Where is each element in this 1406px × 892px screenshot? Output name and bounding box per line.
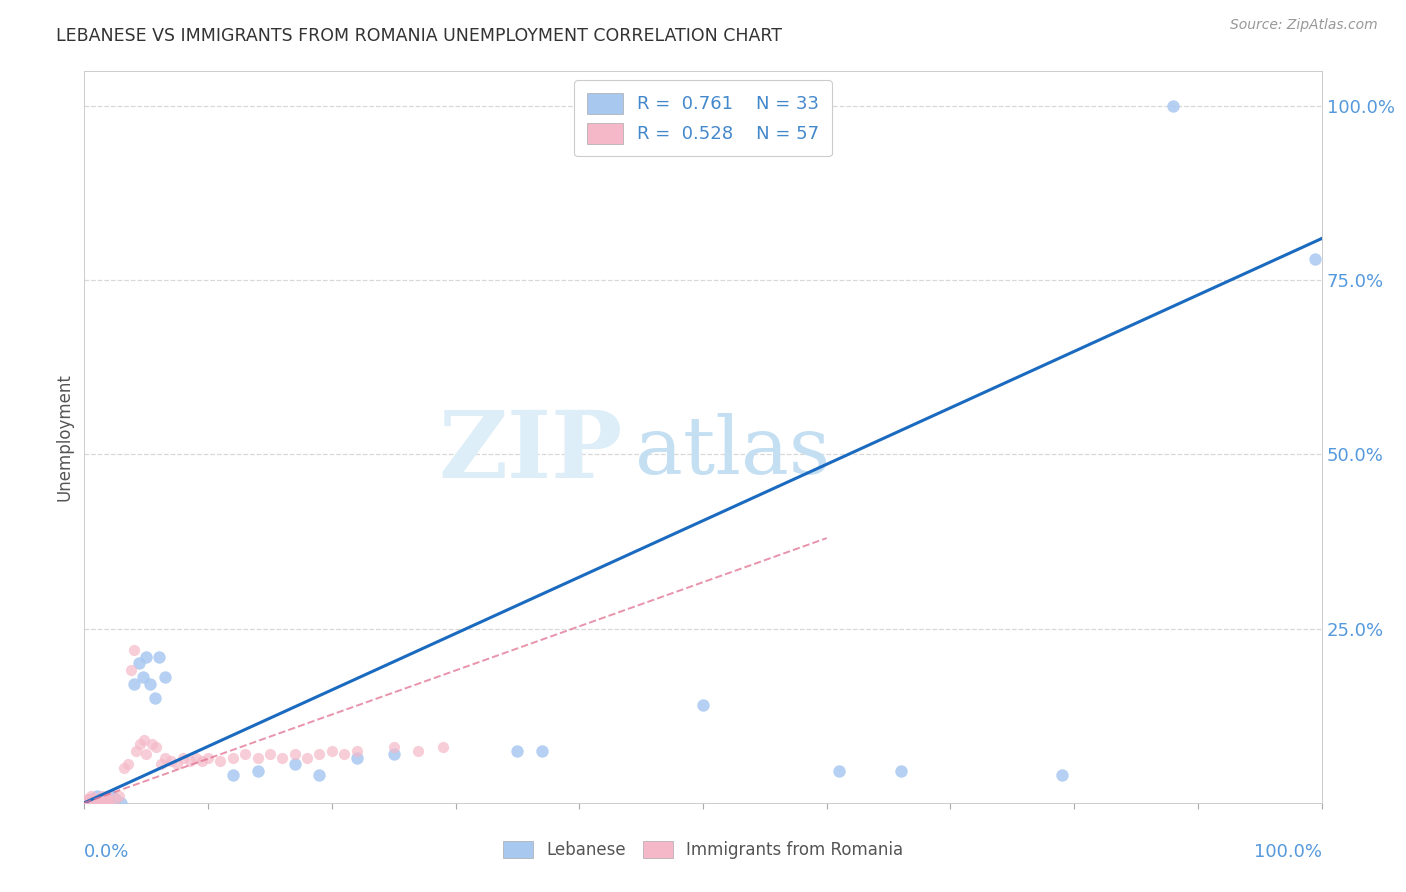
Point	[135, 747, 157, 761]
Point	[197, 750, 219, 764]
Point	[382, 740, 405, 755]
Point	[120, 664, 142, 678]
Point	[259, 747, 281, 761]
Point	[128, 657, 150, 671]
Point	[143, 691, 166, 706]
Point	[160, 754, 183, 768]
Point	[89, 796, 111, 810]
Point	[91, 792, 114, 806]
Point	[179, 754, 201, 768]
Point	[91, 796, 114, 810]
Point	[284, 757, 307, 772]
Point	[222, 750, 245, 764]
Point	[108, 789, 131, 803]
Point	[96, 796, 118, 810]
Point	[112, 761, 135, 775]
Point	[93, 792, 115, 806]
Point	[346, 743, 368, 757]
Point	[84, 792, 107, 806]
Point	[432, 740, 454, 755]
Point	[890, 764, 912, 779]
Point	[79, 792, 101, 806]
Point	[110, 796, 132, 810]
Point	[94, 796, 117, 810]
Point	[86, 789, 108, 803]
Text: Source: ZipAtlas.com: Source: ZipAtlas.com	[1230, 18, 1378, 32]
Point	[148, 649, 170, 664]
Text: ZIP: ZIP	[439, 407, 623, 497]
Point	[100, 789, 122, 803]
Point	[209, 754, 232, 768]
Point	[83, 796, 105, 810]
Point	[308, 747, 330, 761]
Point	[333, 747, 356, 761]
Point	[184, 750, 207, 764]
Point	[308, 768, 330, 782]
Point	[172, 750, 194, 764]
Point	[692, 698, 714, 713]
Text: 0.0%: 0.0%	[84, 843, 129, 861]
Point	[150, 757, 173, 772]
Point	[104, 792, 127, 806]
Point	[506, 743, 529, 757]
Point	[1161, 99, 1184, 113]
Point	[82, 792, 104, 806]
Point	[125, 743, 148, 757]
Point	[408, 743, 430, 757]
Point	[531, 743, 554, 757]
Point	[382, 747, 405, 761]
Text: LEBANESE VS IMMIGRANTS FROM ROMANIA UNEMPLOYMENT CORRELATION CHART: LEBANESE VS IMMIGRANTS FROM ROMANIA UNEM…	[56, 27, 782, 45]
Point	[1305, 252, 1327, 267]
Point	[117, 757, 139, 772]
Point	[153, 750, 176, 764]
Point	[89, 792, 111, 806]
Point	[246, 764, 269, 779]
Point	[131, 670, 153, 684]
Point	[80, 796, 103, 810]
Point	[89, 796, 111, 810]
Y-axis label: Unemployment: Unemployment	[55, 373, 73, 501]
Point	[75, 796, 97, 810]
Point	[98, 796, 121, 810]
Point	[246, 750, 269, 764]
Text: atlas: atlas	[636, 413, 830, 491]
Point	[284, 747, 307, 761]
Point	[77, 796, 100, 810]
Point	[87, 792, 110, 806]
Point	[346, 750, 368, 764]
Text: 100.0%: 100.0%	[1254, 843, 1322, 861]
Point	[271, 750, 294, 764]
Point	[139, 677, 162, 691]
Point	[104, 792, 127, 806]
Point	[166, 757, 188, 772]
Point	[233, 747, 256, 761]
Point	[122, 642, 145, 657]
Point	[1050, 768, 1073, 782]
Point	[141, 737, 163, 751]
Point	[828, 764, 851, 779]
Point	[321, 743, 343, 757]
Point	[79, 796, 101, 810]
Point	[122, 677, 145, 691]
Point	[90, 789, 112, 803]
Point	[129, 737, 152, 751]
Point	[96, 789, 118, 803]
Point	[135, 649, 157, 664]
Point	[222, 768, 245, 782]
Point	[145, 740, 167, 755]
Legend: Lebanese, Immigrants from Romania: Lebanese, Immigrants from Romania	[495, 833, 911, 868]
Point	[76, 792, 98, 806]
Point	[191, 754, 214, 768]
Point	[83, 796, 105, 810]
Point	[132, 733, 155, 747]
Point	[97, 792, 120, 806]
Point	[86, 796, 108, 810]
Point	[80, 792, 103, 806]
Point	[79, 789, 101, 803]
Point	[295, 750, 318, 764]
Point	[153, 670, 176, 684]
